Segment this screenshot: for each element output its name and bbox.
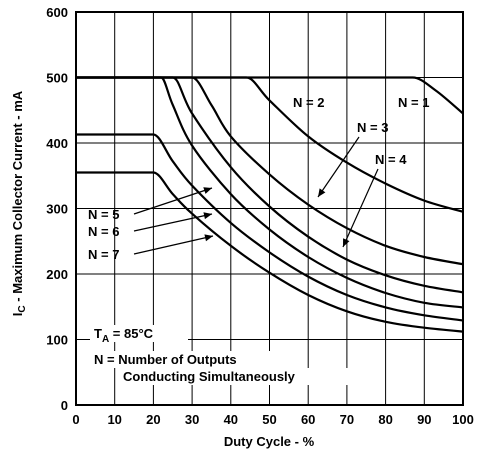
label-n3: N = 3	[357, 120, 388, 135]
y-tick-label: 500	[46, 71, 68, 86]
y-axis-title-rest: - Maximum Collector Current - mA	[10, 90, 25, 305]
grid	[76, 12, 463, 405]
y-tick-label: 100	[46, 333, 68, 348]
ta-main: T	[94, 326, 102, 341]
series-curve-n3	[76, 76, 464, 266]
x-tick-label: 100	[452, 412, 474, 427]
label-n4-arrowhead	[343, 238, 350, 247]
series-curve-n1	[76, 76, 464, 115]
y-tick-label: 600	[46, 5, 68, 20]
ambient-temperature-label: TA = 85°C	[94, 326, 154, 345]
label-n7-arrowhead	[204, 234, 213, 242]
note-line-1: N = Number of Outputs	[94, 352, 237, 367]
series-curve-n4	[76, 76, 464, 294]
label-n5-arrowhead	[203, 187, 212, 194]
y-tick-label: 0	[61, 398, 68, 413]
note-line-1-bg	[90, 351, 280, 368]
note-line-2: Conducting Simultaneously	[123, 369, 296, 384]
label-n6-arrowhead	[203, 212, 212, 220]
series-labels: N = 1 N = 2 N = 3 N = 4 N = 5 N = 6 N = 7	[88, 95, 429, 262]
y-tick-label: 300	[46, 202, 68, 217]
label-n5: N = 5	[88, 207, 119, 222]
x-axis-title: Duty Cycle - %	[224, 434, 315, 449]
y-axis-title: IC - Maximum Collector Current - mA	[10, 90, 28, 316]
x-tick-label: 90	[417, 412, 431, 427]
y-axis-title-sub: C	[17, 305, 28, 312]
label-n3-leader	[317, 136, 360, 198]
label-n6: N = 6	[88, 224, 119, 239]
x-tick-label: 50	[262, 412, 276, 427]
series-curve-n7	[76, 171, 464, 333]
x-tick-label: 60	[301, 412, 315, 427]
label-n7-leader	[133, 235, 214, 255]
label-n7: N = 7	[88, 247, 119, 262]
x-tick-label: 80	[378, 412, 392, 427]
y-tick-label: 200	[46, 267, 68, 282]
plot-frame	[75, 11, 464, 406]
y-axis-title-main: I	[10, 313, 25, 317]
x-tick-label: 20	[146, 412, 160, 427]
label-n1: N = 1	[398, 95, 429, 110]
x-tick-label: 70	[340, 412, 354, 427]
curves	[76, 76, 464, 333]
note-line-2-bg	[120, 368, 350, 385]
label-n3-arrowhead	[318, 188, 326, 197]
x-tick-label: 30	[185, 412, 199, 427]
annotations: TA = 85°C N = Number of Outputs Conducti…	[90, 325, 350, 385]
series-curve-n5	[76, 76, 464, 309]
label-n2: N = 2	[293, 95, 324, 110]
y-tick-label: 400	[46, 136, 68, 151]
ta-sub: A	[102, 334, 109, 345]
label-n4-leader	[342, 168, 379, 248]
label-n4: N = 4	[375, 152, 407, 167]
tick-labels: 0 10 20 30 40 50 60 70 80 90 100 0 100 200 300 400 500 60…	[46, 5, 474, 427]
x-tick-label: 10	[107, 412, 121, 427]
x-tick-label: 40	[224, 412, 238, 427]
ta-rest: = 85°C	[109, 326, 153, 341]
series-curve-n2	[76, 76, 464, 213]
label-n6-leader	[133, 213, 213, 232]
ta-label-bg	[90, 325, 188, 342]
x-tick-label: 0	[72, 412, 79, 427]
label-n5-leader	[133, 187, 213, 215]
series-curve-n6	[76, 133, 464, 322]
